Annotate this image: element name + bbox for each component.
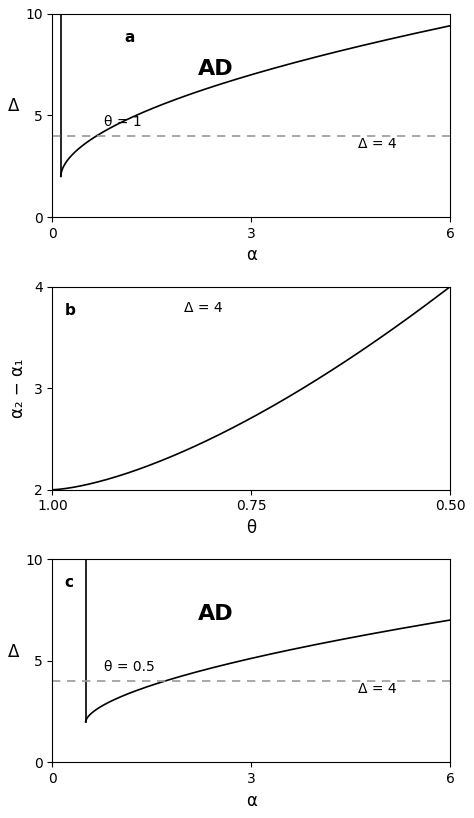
Text: Δ = 4: Δ = 4 xyxy=(357,137,396,151)
Y-axis label: α₂ − α₁: α₂ − α₁ xyxy=(9,358,27,418)
Text: θ = 0.5: θ = 0.5 xyxy=(104,660,155,674)
Text: AD: AD xyxy=(198,605,234,624)
Y-axis label: Δ: Δ xyxy=(9,643,20,661)
Text: a: a xyxy=(124,30,135,45)
Text: c: c xyxy=(64,575,73,591)
X-axis label: α: α xyxy=(246,792,257,810)
Text: θ = 1: θ = 1 xyxy=(104,115,142,128)
Text: Δ = 4: Δ = 4 xyxy=(184,301,222,315)
Text: Δ = 4: Δ = 4 xyxy=(357,682,396,696)
X-axis label: θ: θ xyxy=(246,519,256,537)
Text: AD: AD xyxy=(198,59,234,79)
X-axis label: α: α xyxy=(246,246,257,264)
Y-axis label: Δ: Δ xyxy=(9,97,20,115)
Text: b: b xyxy=(64,303,75,317)
